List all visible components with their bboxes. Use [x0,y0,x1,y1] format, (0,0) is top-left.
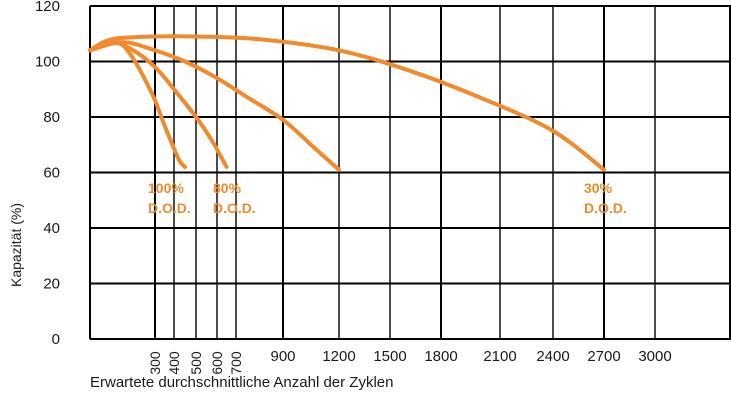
x-tick-label: 2100 [483,348,516,365]
y-tick-label: 0 [52,331,60,348]
series-line-4 [88,34,606,172]
x-tick-label: 2400 [536,348,569,365]
x-tick-label: 400 [166,351,182,375]
y-axis-title: Kapazität (%) [8,203,24,287]
x-tick-label: 1500 [373,348,406,365]
curves [88,34,606,172]
y-tick-label: 120 [35,0,60,15]
x-tick-label: 1800 [424,348,457,365]
x-tick-label: 600 [209,351,225,375]
y-tick-label: 60 [43,165,60,182]
y-tick-label: 20 [43,276,60,293]
series-label: 100% [148,180,184,196]
series-label: D.O.D. [148,200,191,216]
x-axis-title: Erwartete durchschnittliche Anzahl der Z… [90,374,393,391]
x-tick-label: 900 [270,348,295,365]
series-line-1 [88,39,187,169]
y-tick-labels: 0 20 40 60 80 100 120 [35,0,60,348]
series-line-3 [88,40,341,172]
y-tick-label: 100 [35,54,60,71]
series-label: D.O.D. [213,200,256,216]
x-tick-label: 3000 [638,348,671,365]
x-tick-label: 300 [147,351,163,375]
x-tick-label: 700 [228,351,244,375]
series-label: 80% [213,180,242,196]
series-label: 30% [584,180,613,196]
x-tick-label: 500 [188,351,204,375]
y-tick-label: 40 [43,220,60,237]
grid [89,5,731,340]
x-tick-label: 2700 [587,348,620,365]
x-tick-labels: 300 400 500 600 700 900 1200 1500 1800 2100 2400 27… [147,348,672,375]
y-tick-label: 80 [43,109,60,126]
x-tick-label: 1200 [322,348,355,365]
series-labels: 100% D.O.D. 80% D.O.D. 30% D.O.D. [148,180,627,216]
series-label: D.O.D. [584,200,627,216]
